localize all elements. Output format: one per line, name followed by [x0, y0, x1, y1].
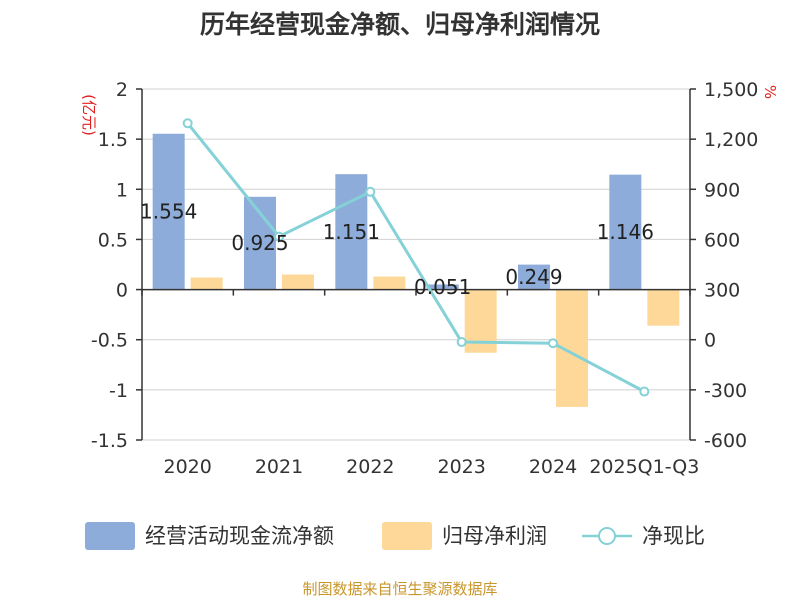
x-tick-label: 2024 [529, 456, 577, 478]
axes [136, 88, 696, 441]
y-right-tick-label: 1,200 [704, 129, 758, 151]
y-left-tick-label: 0 [116, 280, 128, 302]
y-left-tick-label: 1.5 [98, 129, 128, 151]
bar-cash-flow [609, 174, 642, 290]
bar-net-profit [282, 274, 314, 290]
data-label-cash-flow: 1.151 [323, 220, 380, 244]
ratio-line [186, 122, 646, 393]
x-ticks: 2020 2021 2022 2023 2024 2025Q1-Q3 [163, 456, 699, 478]
data-label-cash-flow: 0.249 [505, 265, 562, 289]
y-right-tick-label: 600 [704, 229, 740, 251]
y-right-ticks: 1,500 1,200 900 600 300 0 -300 -600 [704, 79, 758, 452]
y-left-ticks: 2 1.5 1 0.5 0 -0.5 -1 -1.5 [91, 79, 128, 452]
legend-swatch-net-profit [382, 522, 432, 550]
y-left-tick-label: -1.5 [91, 430, 128, 452]
legend: 经营活动现金流净额 归母净利润 净现比 [85, 522, 705, 550]
legend-label-net-profit: 归母净利润 [442, 524, 547, 548]
bars-cash-flow [152, 133, 642, 290]
data-label-cash-flow: 1.146 [597, 220, 654, 244]
y-left-unit: (亿元) [80, 94, 98, 136]
x-tick-label: 2020 [163, 456, 211, 478]
y-right-tick-label: 300 [704, 280, 740, 302]
y-left-tick-label: 1 [116, 179, 128, 201]
bar-cash-flow [518, 264, 550, 290]
y-right-tick-label: 1,500 [704, 79, 758, 101]
y-right-unit: % [761, 85, 779, 99]
y-left-tick-label: 2 [116, 79, 128, 101]
y-right-tick-label: 0 [704, 330, 716, 352]
ratio-point [456, 337, 467, 348]
bar-cash-flow [152, 133, 185, 290]
bar-net-profit [647, 289, 680, 326]
ratio-point [365, 186, 376, 197]
ratio-point [548, 338, 558, 349]
legend-label-cash-flow: 经营活动现金流净额 [145, 524, 334, 548]
data-label-cash-flow: 0.051 [414, 275, 471, 299]
x-tick-label: 2021 [255, 456, 303, 478]
y-left-tick-label: 0.5 [98, 229, 128, 251]
data-labels: 1.554 0.925 1.151 0.051 0.249 1.146 [140, 200, 654, 299]
bar-cash-flow [426, 284, 459, 290]
ratio-point [182, 118, 193, 129]
y-left-tick-label: -0.5 [91, 330, 128, 352]
y-left-tick-label: -1 [109, 380, 128, 402]
bar-net-profit [373, 276, 406, 290]
x-tick-label: 2023 [437, 456, 485, 478]
legend-label-ratio: 净现比 [642, 524, 705, 548]
source-note: 制图数据来自恒生聚源数据库 [302, 580, 497, 598]
data-label-cash-flow: 1.554 [140, 200, 197, 224]
bar-net-profit [190, 277, 223, 290]
ratio-point [639, 386, 650, 397]
y-right-tick-label: -300 [704, 380, 747, 402]
x-tick-label: 2025Q1-Q3 [589, 456, 699, 478]
y-right-tick-label: 900 [704, 179, 740, 201]
legend-marker-ratio [598, 527, 616, 545]
legend-swatch-cash-flow [85, 522, 135, 550]
data-label-cash-flow: 0.925 [231, 231, 288, 255]
bar-cash-flow [335, 174, 368, 290]
line-cash-ratio [182, 118, 650, 397]
ratio-point [274, 231, 284, 242]
y-right-tick-label: -600 [704, 430, 747, 452]
chart-title: 历年经营现金净额、归母净利润情况 [200, 10, 600, 39]
x-tick-label: 2022 [346, 456, 394, 478]
